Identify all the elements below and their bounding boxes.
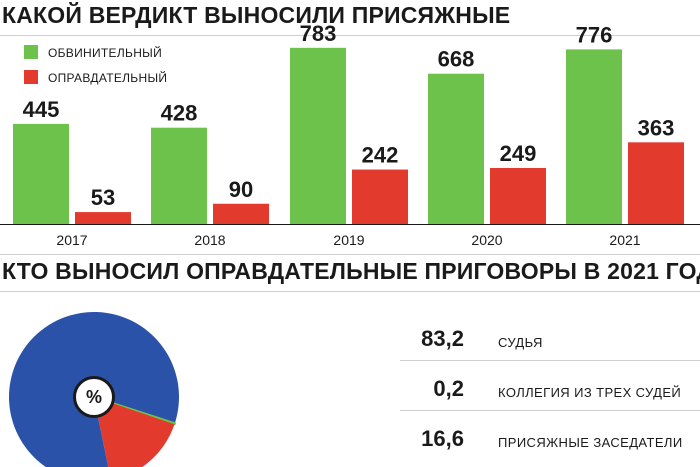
- verdict-bar-chart: 445 53 2017 428 90 2018 783 242 2019 668 249 2020 77…: [0, 21, 700, 248]
- x-tick-label: 2020: [471, 232, 502, 248]
- x-tick-label: 2019: [333, 232, 364, 248]
- bar-value-label: 90: [229, 177, 253, 202]
- stat-value: 83,2: [421, 326, 464, 351]
- legend-label: ОПРАВДАТЕЛЬНЫЙ: [48, 70, 167, 85]
- bar-value-label: 445: [23, 97, 60, 122]
- legend-swatch: [24, 70, 38, 84]
- bar-guilty-2020: [428, 73, 484, 224]
- bar-value-label: 53: [91, 185, 115, 210]
- bar-acquittal-2020: [490, 167, 546, 224]
- bar-value-label: 783: [300, 21, 337, 46]
- stat-label: КОЛЛЕГИЯ ИЗ ТРЕХ СУДЕЙ: [498, 385, 682, 400]
- percent-badge: %: [73, 376, 115, 418]
- section-divider: [0, 254, 700, 255]
- bar-value-label: 249: [500, 141, 537, 166]
- bar-value-label: 363: [638, 115, 675, 140]
- bar-chart-title: КАКОЙ ВЕРДИКТ ВЫНОСИЛИ ПРИСЯЖНЫЕ: [2, 2, 511, 28]
- bar-value-label: 242: [362, 143, 399, 168]
- legend-label: ОБВИНИТЕЛЬНЫЙ: [48, 45, 162, 60]
- x-tick-label: 2018: [194, 232, 225, 248]
- stat-row-panel: 0,2 КОЛЛЕГИЯ ИЗ ТРЕХ СУДЕЙ: [400, 378, 700, 416]
- bar-value-label: 776: [576, 22, 613, 47]
- stat-row-judge: 83,2 СУДЬЯ: [400, 328, 700, 366]
- acquittal-pie-chart: [9, 312, 179, 467]
- x-tick-label: 2017: [56, 232, 87, 248]
- stat-label: СУДЬЯ: [498, 335, 543, 350]
- pie-slice-2: [94, 397, 175, 467]
- stat-label: ПРИСЯЖНЫЕ ЗАСЕДАТЕЛИ: [498, 435, 683, 450]
- bar-acquittal-2018: [213, 203, 269, 224]
- bar-guilty-2018: [151, 127, 207, 224]
- x-tick-label: 2021: [609, 232, 640, 248]
- bar-guilty-2021: [566, 49, 622, 225]
- bar-acquittal-2021: [628, 142, 684, 224]
- bar-guilty-2019: [290, 47, 346, 225]
- bar-acquittal-2017: [75, 212, 131, 224]
- bar-guilty-2017: [13, 123, 69, 224]
- pie-slice-1: [93, 396, 177, 426]
- top-divider: [0, 35, 700, 36]
- bar-value-label: 428: [161, 101, 198, 126]
- bar-acquittal-2019: [352, 169, 408, 224]
- stat-divider: [400, 410, 700, 411]
- stat-value: 0,2: [433, 376, 464, 401]
- pie-chart-title: КТО ВЫНОСИЛ ОПРАВДАТЕЛЬНЫЕ ПРИГОВОРЫ В 2…: [2, 258, 700, 284]
- stat-divider: [400, 360, 700, 361]
- legend-swatch: [24, 45, 38, 59]
- stat-value: 16,6: [421, 426, 464, 451]
- pie-title-divider: [0, 291, 700, 292]
- bar-value-label: 668: [438, 47, 475, 72]
- stat-row-jury: 16,6 ПРИСЯЖНЫЕ ЗАСЕДАТЕЛИ: [400, 428, 700, 466]
